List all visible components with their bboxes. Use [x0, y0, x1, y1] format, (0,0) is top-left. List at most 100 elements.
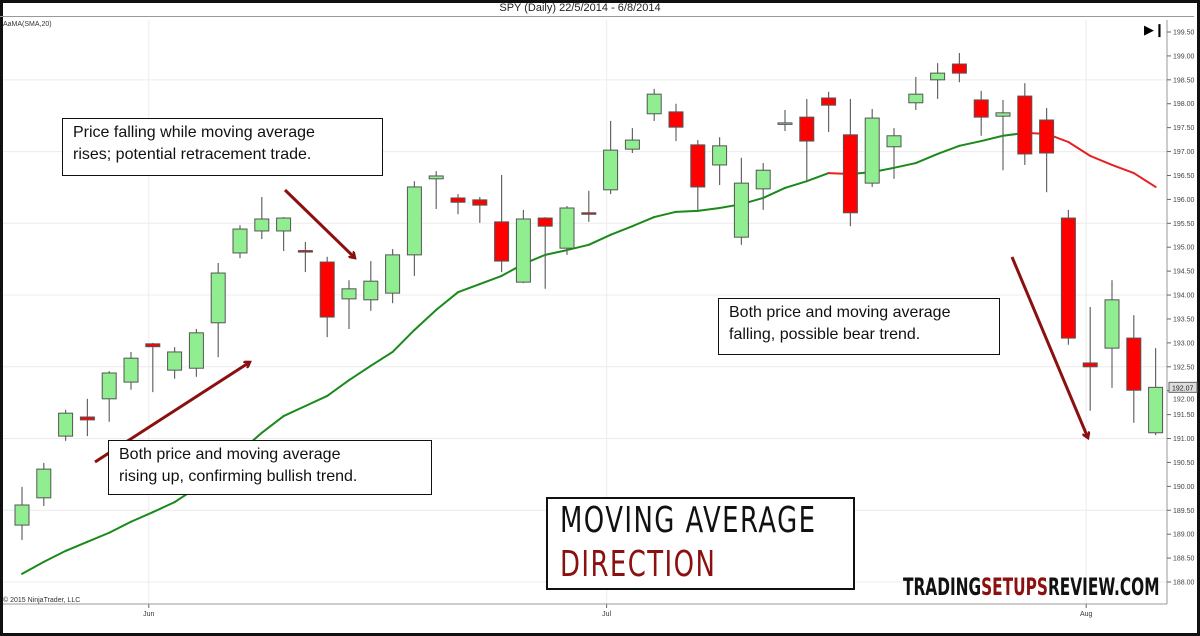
candle-body	[951, 63, 967, 74]
y-tick-label: 190.50	[1173, 460, 1195, 467]
ma-segment	[805, 172, 830, 183]
ma-segment	[369, 350, 394, 367]
y-tick-label: 196.00	[1173, 197, 1195, 204]
candle	[537, 217, 553, 289]
annotation-line: rises; potential retracement trade.	[73, 146, 312, 163]
ma-segment	[21, 560, 45, 575]
y-tick-label: 197.50	[1173, 125, 1195, 132]
candle-body	[864, 117, 880, 184]
ma-segment	[348, 364, 372, 382]
candle	[624, 128, 640, 153]
candle-body	[559, 207, 575, 249]
candle	[450, 194, 466, 215]
candle-body	[472, 199, 488, 206]
ma-segment	[151, 501, 176, 514]
ma-segment	[42, 549, 67, 563]
candle	[79, 398, 95, 437]
candle	[472, 197, 488, 223]
annotation-line: Both price and moving average	[119, 446, 341, 463]
candle-body	[777, 122, 793, 125]
annotation-line: Price falling while moving average	[73, 124, 315, 141]
candle	[232, 225, 248, 259]
annotation-arrow	[1010, 256, 1088, 438]
y-tick-label: 195.00	[1173, 245, 1195, 252]
candle	[276, 217, 292, 252]
candle	[1017, 83, 1033, 165]
candle	[188, 329, 204, 377]
candle	[1104, 280, 1120, 388]
ma-segment	[108, 520, 132, 534]
candle-body	[319, 261, 335, 318]
candle	[581, 190, 597, 222]
candle-body	[930, 72, 946, 81]
candle-body	[515, 218, 531, 283]
ma-segment	[478, 274, 503, 286]
candle	[428, 171, 444, 209]
candle	[690, 140, 706, 210]
annotation-retracement: Price falling while moving average rises…	[62, 118, 383, 176]
candle	[777, 109, 793, 131]
ma-segment	[130, 511, 154, 523]
y-tick-label: 193.50	[1173, 316, 1195, 323]
candle-body	[603, 149, 619, 191]
candle	[668, 103, 684, 142]
candle-body	[690, 144, 706, 188]
y-tick-label: 194.00	[1173, 293, 1195, 300]
ma-segment	[784, 180, 808, 189]
candle	[1060, 209, 1076, 345]
candle-body	[494, 221, 510, 262]
y-tick-label: 195.50	[1173, 221, 1195, 228]
annotation-bullish: Both price and moving average rising up,…	[108, 440, 432, 495]
candle-body	[1082, 362, 1098, 368]
y-tick-label: 191.00	[1173, 436, 1195, 443]
candle-body	[733, 182, 749, 238]
candle-body	[712, 145, 728, 166]
logo-part: SETUPS	[981, 573, 1048, 601]
y-tick-label: 189.00	[1173, 532, 1195, 539]
candle-body	[624, 139, 640, 150]
candle-body	[79, 416, 95, 421]
candle	[799, 98, 815, 182]
candle	[864, 109, 880, 187]
candle-body	[145, 343, 161, 348]
candle	[101, 371, 117, 422]
ma-segment	[1132, 172, 1157, 188]
candle-body	[101, 372, 117, 400]
candle	[494, 175, 510, 273]
annotation-bearish: Both price and moving average falling, p…	[718, 298, 1000, 355]
candle	[36, 462, 52, 506]
candle	[167, 347, 183, 379]
ma-segment	[86, 531, 111, 543]
y-tick-label: 192.00	[1173, 396, 1195, 403]
candle	[930, 63, 946, 99]
candle-body	[1148, 386, 1164, 434]
candle	[297, 241, 313, 273]
title-divider	[0, 16, 1194, 17]
candle	[842, 98, 858, 227]
y-tick-label: 188.50	[1173, 556, 1195, 563]
skip-to-end-icon[interactable]: ▶❙	[1144, 22, 1165, 37]
candle	[886, 128, 902, 179]
candle-body	[886, 135, 902, 148]
candle-body	[908, 93, 924, 104]
annotation-line: rising up, confirming bullish trend.	[119, 468, 358, 485]
annotation-line: Both price and moving average	[729, 304, 951, 321]
ma-segment	[435, 291, 459, 311]
candle-body	[232, 228, 248, 254]
candle	[995, 99, 1011, 171]
candle	[319, 256, 335, 338]
candle-body	[210, 272, 226, 324]
x-tick-label: Jul	[602, 611, 611, 618]
candle-body	[341, 288, 357, 300]
candle	[712, 137, 728, 186]
candle-body	[14, 504, 30, 526]
candle-body	[755, 169, 771, 190]
candle	[210, 263, 226, 358]
ma-segment	[958, 140, 983, 147]
candle-body	[799, 116, 815, 142]
ma-segment	[762, 186, 786, 199]
candle	[58, 409, 74, 441]
ma-segment	[544, 249, 568, 256]
y-tick-label: 193.00	[1173, 340, 1195, 347]
logo-part: REVIEW.COM	[1047, 573, 1160, 601]
